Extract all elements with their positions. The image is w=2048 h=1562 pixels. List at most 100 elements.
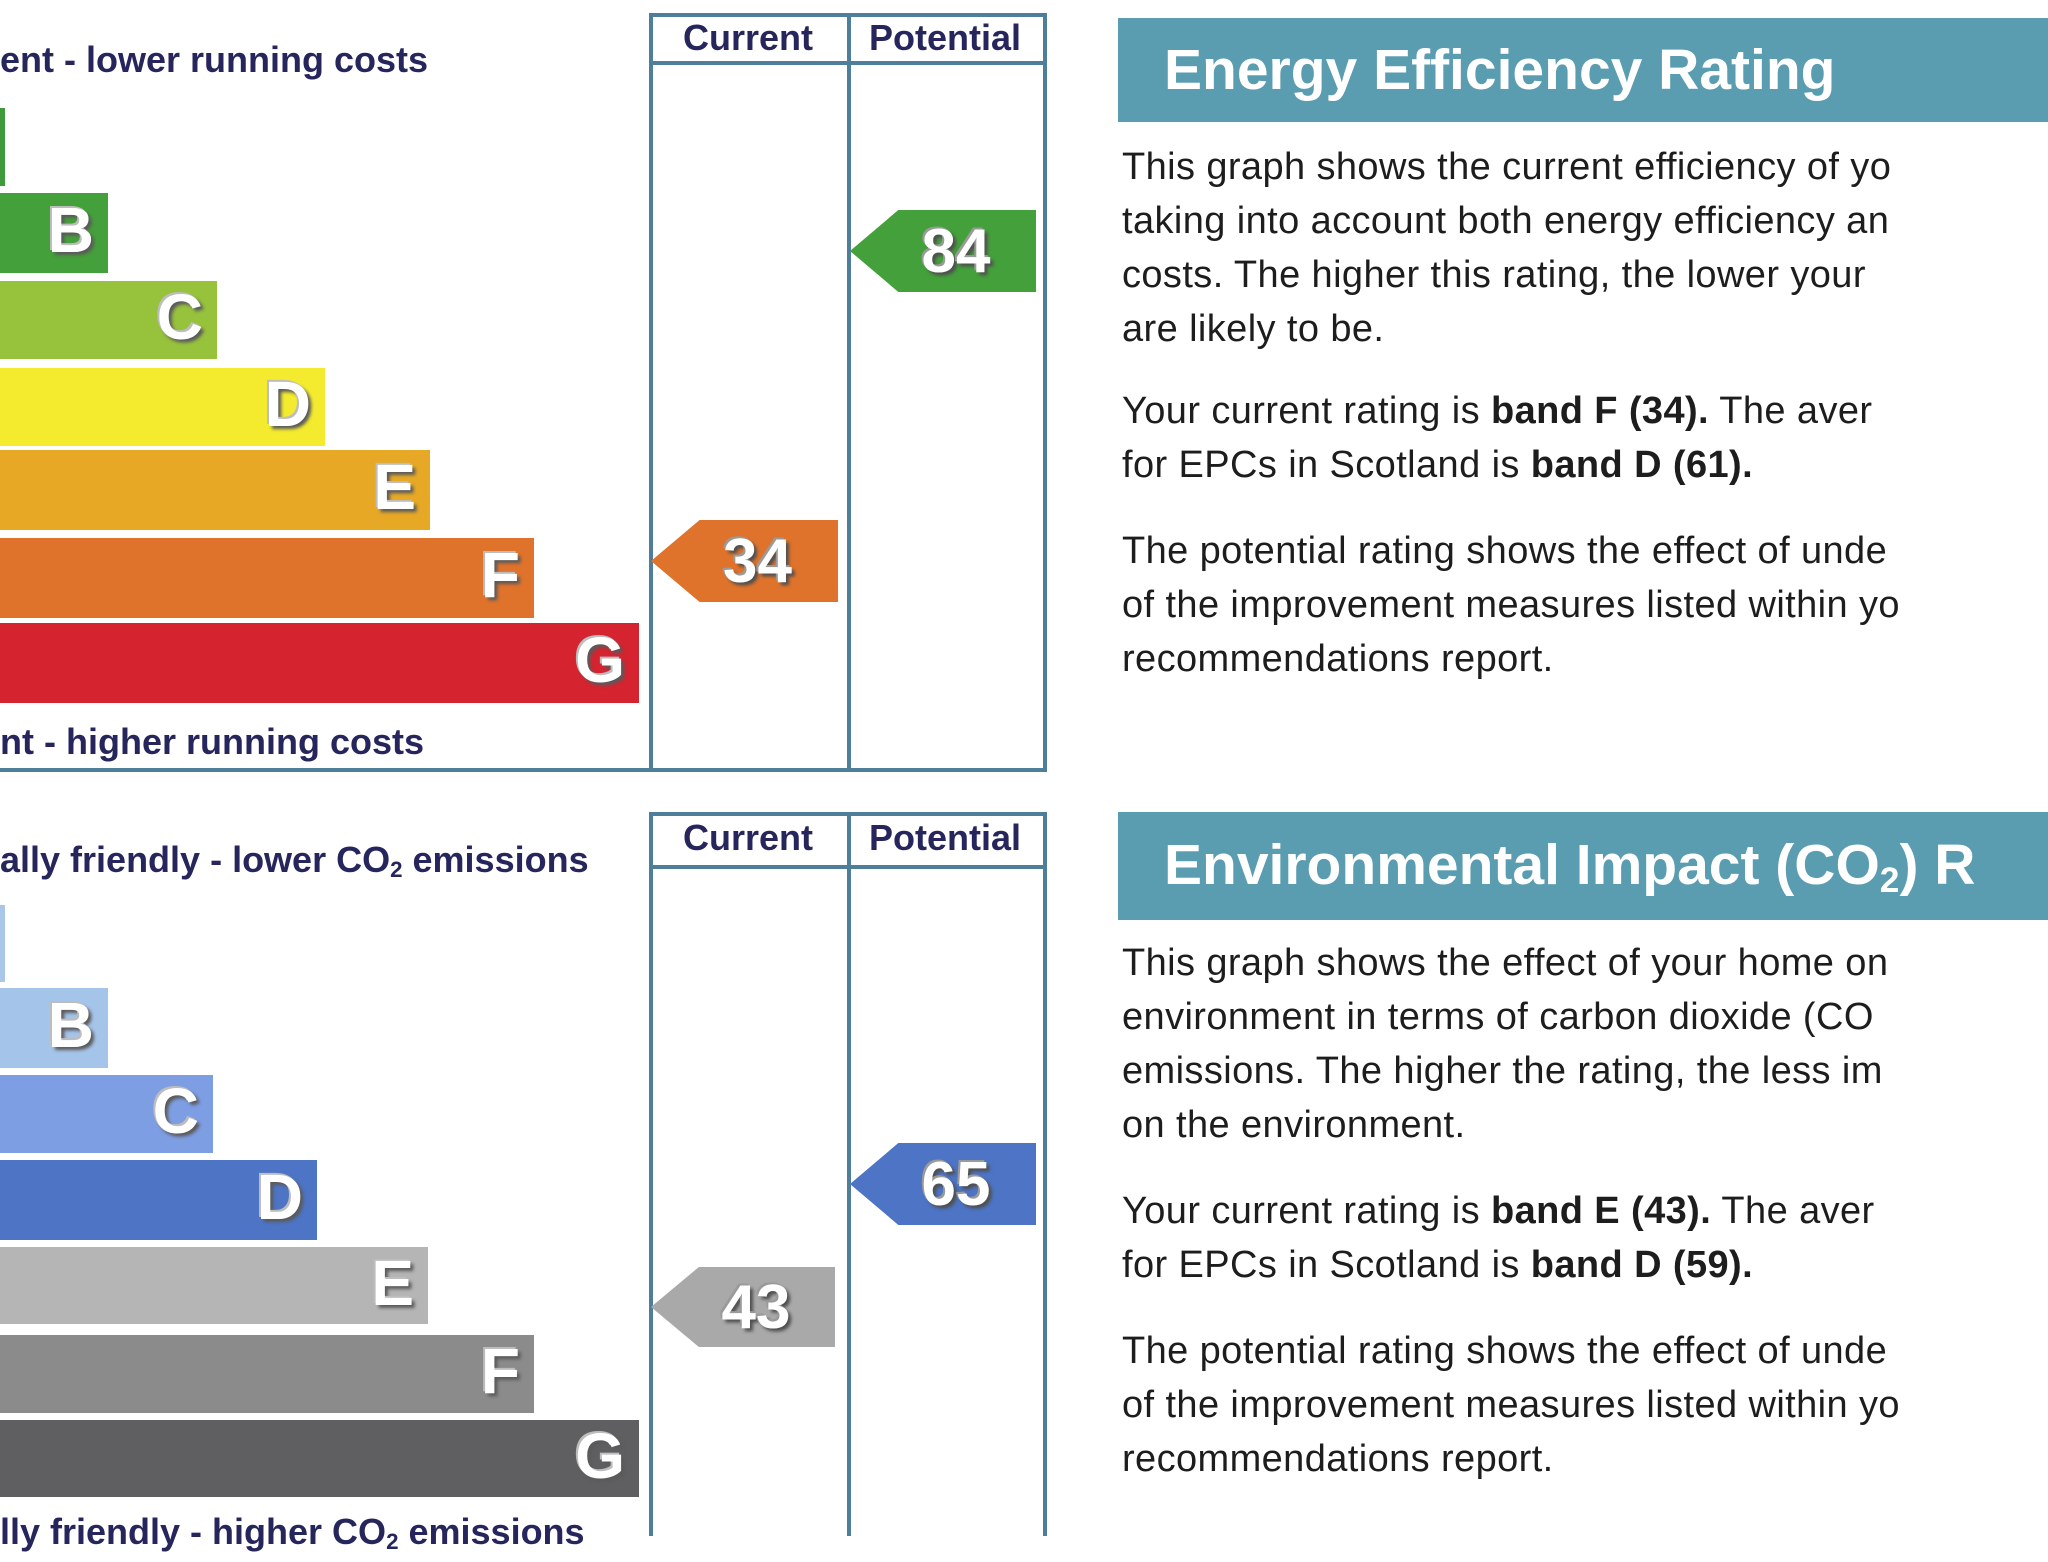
energy-band-e: E — [0, 450, 430, 530]
energy-band-b-letter: B — [47, 194, 94, 267]
energy-top-label: ent - lower running costs — [0, 39, 429, 80]
environment-bottom-label-post: emissions — [398, 1511, 585, 1552]
energy-band-d: D — [0, 368, 325, 446]
environment-top-label-subscript: 2 — [390, 856, 403, 882]
text-line: of the improvement measures listed withi… — [1122, 1384, 1900, 1426]
environment-bottom-label-subscript: 2 — [386, 1528, 399, 1554]
energy-potential-column-header: Potential — [868, 17, 1021, 58]
text-line: recommendations report. — [1122, 1438, 1554, 1480]
environment-top-label-pre: ally friendly - lower CO — [0, 839, 391, 880]
environment-top-label-post: emissions — [402, 839, 589, 880]
environment-band-c-letter: C — [152, 1075, 199, 1148]
energy-panel-paragraph-3: The potential rating shows the effect of… — [1122, 524, 2048, 686]
environment-band-b: B — [0, 988, 108, 1068]
energy-band-f-letter: F — [480, 539, 520, 612]
text-line: recommendations report. — [1122, 638, 1554, 680]
environment-panel-paragraph-3: The potential rating shows the effect of… — [1122, 1324, 2048, 1486]
environment-band-d: D — [0, 1160, 317, 1240]
environment-band-e: E — [0, 1247, 428, 1324]
energy-potential-arrow: 84 — [850, 210, 1036, 292]
energy-band-c-letter: C — [156, 281, 203, 354]
environment-potential-value: 65 — [921, 1149, 991, 1219]
environment-panel-title-pre: Environmental Impact (CO — [1164, 832, 1880, 897]
text-line: on the environment. — [1122, 1104, 1466, 1146]
environment-current-arrow: 43 — [651, 1267, 835, 1347]
environment-table-border-left — [649, 812, 653, 1536]
environment-band-f-letter: F — [480, 1335, 520, 1408]
text-line: Your current rating is band F (34). The … — [1122, 384, 2048, 438]
environment-bottom-label-pre: lly friendly - higher CO — [0, 1511, 387, 1552]
environment-band-e-letter: E — [371, 1247, 414, 1319]
energy-table-border-left — [649, 13, 653, 768]
environment-table-border-right — [1043, 812, 1047, 1536]
energy-table-border-right — [1043, 13, 1047, 768]
environment-panel-banner: Environmental Impact (CO2) R — [1118, 812, 2048, 920]
average-rating-text: The aver — [1709, 390, 1873, 432]
energy-band-g-letter: G — [575, 624, 625, 697]
environment-table-header-underline — [649, 865, 1047, 869]
energy-band-c: C — [0, 281, 217, 359]
text-line: Your current rating is band E (43). The … — [1122, 1184, 2048, 1238]
text-line: taking into account both energy efficien… — [1122, 200, 1890, 242]
energy-bottom-label: nt - higher running costs — [0, 721, 424, 762]
environment-band-g: G — [0, 1420, 639, 1497]
text-line: costs. The higher this rating, the lower… — [1122, 254, 1866, 296]
environment-panel-title-subscript: 2 — [1879, 860, 1900, 900]
energy-band-g: G — [0, 623, 639, 703]
current-rating-text: Your current rating is — [1122, 390, 1491, 432]
text-line: This graph shows the current efficiency … — [1122, 146, 1892, 188]
environment-table-border-top — [649, 812, 1047, 816]
energy-panel-paragraph-1: This graph shows the current efficiency … — [1122, 140, 2048, 356]
environment-panel-paragraph-2: Your current rating is band E (43). The … — [1122, 1184, 2048, 1292]
environment-panel-title-post: ) R — [1899, 832, 1976, 897]
environment-potential-arrow: 65 — [850, 1143, 1036, 1225]
energy-current-value: 34 — [723, 526, 792, 596]
text-line: for EPCs in Scotland is band D (61). — [1122, 438, 2048, 492]
energy-table-border-middle — [847, 13, 851, 768]
energy-current-column-header: Current — [682, 17, 813, 58]
environment-band-b-letter: B — [47, 989, 94, 1062]
environment-band-g-letter: G — [575, 1420, 625, 1492]
text-line: The potential rating shows the effect of… — [1122, 530, 1888, 572]
average-rating-band-value: band D (59). — [1530, 1244, 1754, 1286]
energy-panel-title: Energy Efficiency Rating — [1164, 38, 1836, 102]
environment-panel-paragraph-1: This graph shows the effect of your home… — [1122, 936, 2048, 1152]
energy-table-border-top — [649, 13, 1047, 17]
environment-potential-column-header: Potential — [868, 817, 1021, 858]
energy-band-d-letter: D — [264, 368, 311, 441]
energy-table-border-bottom — [0, 768, 1047, 772]
text-line: The potential rating shows the effect of… — [1122, 1330, 1888, 1372]
environment-bottom-label: lly friendly - higher CO2 emissions — [0, 1512, 585, 1562]
energy-panel-paragraph-2: Your current rating is band F (34). The … — [1122, 384, 2048, 492]
energy-panel-banner: Energy Efficiency Rating — [1118, 18, 2048, 122]
text-line: are likely to be. — [1122, 308, 1385, 350]
environment-panel-title: Environmental Impact (CO2) R — [1164, 832, 1975, 901]
current-rating-band-value: band E (43). — [1490, 1190, 1712, 1232]
average-rating-band-value: band D (61). — [1530, 444, 1754, 486]
text-line: for EPCs in Scotland is band D (59). — [1122, 1238, 2048, 1292]
environment-current-column-header: Current — [682, 817, 813, 858]
environment-top-label: ally friendly - lower CO2 emissions — [0, 840, 589, 890]
energy-potential-value: 84 — [921, 216, 991, 286]
text-line: This graph shows the effect of your home… — [1122, 942, 1889, 984]
average-rating-text: for EPCs in Scotland is — [1122, 1244, 1531, 1286]
energy-band-e-letter: E — [373, 451, 416, 524]
environment-band-d-letter: D — [256, 1161, 303, 1234]
text-line: emissions. The higher the rating, the le… — [1122, 1050, 1883, 1092]
energy-table-header-underline — [649, 61, 1047, 65]
environment-table-border-middle — [847, 812, 851, 1536]
environment-current-value: 43 — [721, 1272, 791, 1342]
average-rating-text: for EPCs in Scotland is — [1122, 444, 1531, 486]
energy-current-arrow: 34 — [651, 520, 838, 602]
environment-band-a: A — [0, 905, 5, 982]
energy-band-a: A — [0, 108, 5, 186]
text-line: environment in terms of carbon dioxide (… — [1122, 996, 1874, 1038]
energy-band-f: F — [0, 538, 534, 618]
environment-band-c: C — [0, 1075, 213, 1153]
current-rating-text: Your current rating is — [1122, 1190, 1491, 1232]
text-line: of the improvement measures listed withi… — [1122, 584, 1900, 626]
average-rating-text: The aver — [1711, 1190, 1875, 1232]
environment-band-f: F — [0, 1335, 534, 1413]
current-rating-band-value: band F (34). — [1490, 390, 1710, 432]
